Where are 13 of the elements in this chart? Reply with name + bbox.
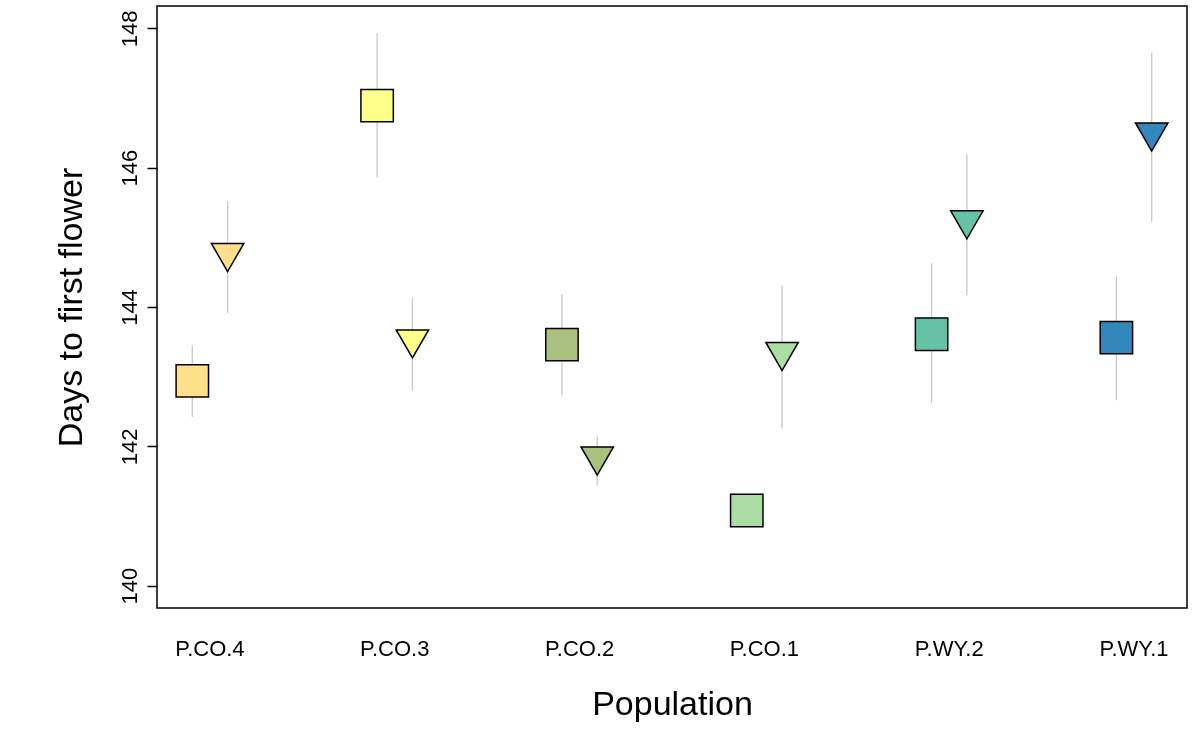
x-tick-label: P.CO.1 bbox=[729, 635, 800, 661]
x-tick-label: P.WY.1 bbox=[1099, 635, 1169, 661]
y-tick-label: 148 bbox=[116, 10, 142, 48]
y-tick-label: 142 bbox=[116, 428, 142, 466]
y-tick-label: 144 bbox=[116, 289, 142, 326]
y-tick-label: 146 bbox=[116, 149, 142, 187]
y-tick-label: 140 bbox=[116, 567, 142, 605]
x-tick-label: P.CO.3 bbox=[360, 635, 430, 661]
y-axis-title: Days to first flower bbox=[50, 167, 89, 448]
x-tick-label: P.WY.2 bbox=[914, 635, 984, 661]
x-tick-label: P.CO.2 bbox=[544, 635, 615, 661]
x-axis-title: Population bbox=[592, 683, 753, 722]
x-tick-label: P.CO.4 bbox=[175, 635, 245, 661]
